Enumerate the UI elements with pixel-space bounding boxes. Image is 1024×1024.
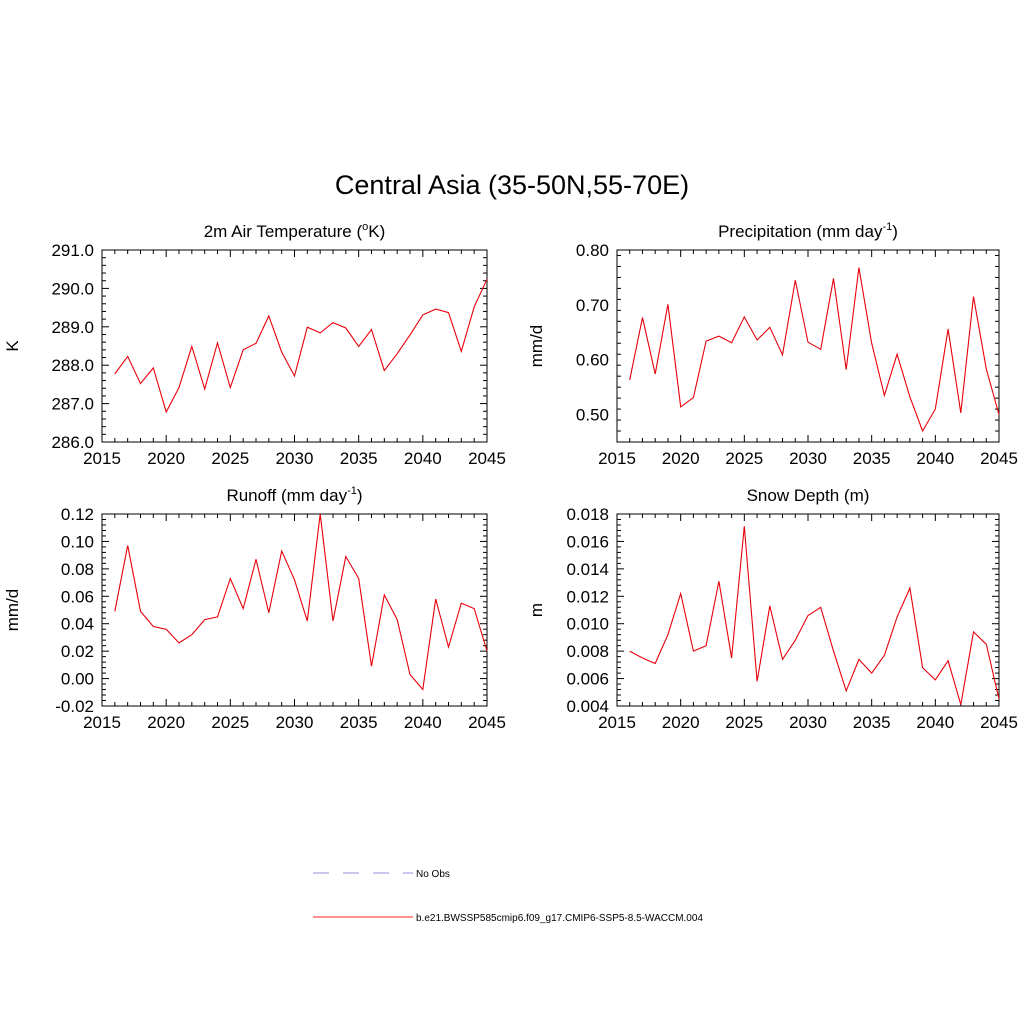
y-axis-label: K: [3, 340, 22, 352]
y-tick-label: 0.10: [61, 532, 94, 551]
plot-frame: [101, 249, 488, 443]
y-tick-label: 0.50: [576, 406, 609, 425]
x-tick-label: 2015: [598, 449, 636, 468]
x-tick-label: 2045: [468, 449, 506, 468]
panel-precipitation: 2015 2020 2025 2030 2035 2040 2045 0.50 0.60 0.70…: [527, 221, 1018, 468]
x-tick-label: 2020: [147, 713, 185, 732]
series-line: [114, 278, 488, 414]
y-tick-label: 0.60: [576, 351, 609, 370]
x-tick-label: 2035: [853, 449, 891, 468]
x-tick-label: 2025: [211, 449, 249, 468]
x-tick-label: 2040: [916, 449, 954, 468]
x-tick-label: 2015: [83, 449, 121, 468]
panel-title-superscript: -1: [347, 485, 357, 497]
y-tick-label: 0.018: [566, 505, 609, 524]
x-tick-label: 2040: [916, 713, 954, 732]
x-tick-label: 2020: [147, 449, 185, 468]
x-tick-label: 2015: [598, 713, 636, 732]
x-tick-label: 2030: [789, 713, 827, 732]
x-tick-label: 2045: [980, 449, 1018, 468]
panel-title-superscript: o: [362, 221, 368, 233]
x-tick-label: 2025: [725, 713, 763, 732]
y-axis-label: mm/d: [3, 589, 22, 632]
panel-title: 2m Air Temperature (oK): [204, 221, 386, 241]
panel-title-end: ): [357, 486, 363, 505]
y-tick-label: 287.0: [51, 395, 94, 414]
panel-title-end: ): [892, 222, 898, 241]
y-tick-label: 286.0: [51, 433, 94, 452]
series-line: [629, 526, 1000, 705]
y-tick-label: 0.006: [566, 670, 609, 689]
panel-title-main: Precipitation (mm day: [718, 222, 883, 241]
y-tick-label: 289.0: [51, 318, 94, 337]
panel-runoff: 2015 2020 2025 2030 2035 2040 2045 -0.02 0.00 0.0…: [3, 485, 506, 732]
y-tick-label: 0.04: [61, 615, 94, 634]
y-tick-label: 0.12: [61, 505, 94, 524]
x-tick-label: 2020: [662, 449, 700, 468]
legend-label-no-obs: No Obs: [416, 869, 450, 880]
x-tick-label: 2020: [662, 713, 700, 732]
x-tick-label: 2030: [789, 449, 827, 468]
panel-title: Snow Depth (m): [747, 486, 870, 505]
x-tick-label: 2015: [83, 713, 121, 732]
series-line: [114, 513, 488, 691]
y-tick-label: 0.02: [61, 642, 94, 661]
series-line: [629, 267, 1000, 433]
y-tick-label: 0.06: [61, 587, 94, 606]
x-tick-label: 2025: [725, 449, 763, 468]
y-tick-label: 0.00: [61, 670, 94, 689]
y-tick-label: 291.0: [51, 241, 94, 260]
x-tick-label: 2040: [404, 449, 442, 468]
x-tick-label: 2025: [211, 713, 249, 732]
panel-snow-depth: 2015 2020 2025 2030 2035 2040 2045 0.004 0.006 0.…: [527, 486, 1018, 732]
panel-title: Precipitation (mm day-1): [718, 221, 898, 241]
x-tick-label: 2035: [340, 449, 378, 468]
panel-air-temperature: 2015 2020 2025 2030 2035 2040 2045 286.0 287.0 28…: [3, 221, 506, 468]
y-tick-label: 0.80: [576, 241, 609, 260]
panel-title-end: K): [368, 222, 385, 241]
y-tick-label: 0.012: [566, 587, 609, 606]
y-tick-label: -0.02: [55, 697, 94, 716]
figure-title: Central Asia (35-50N,55-70E): [334, 170, 690, 200]
legend-label-model-run: b.e21.BWSSP585cmip6.f09_g17.CMIP6-SSP5-8…: [416, 913, 703, 924]
y-tick-label: 288.0: [51, 356, 94, 375]
panel-title-main: Snow Depth (m): [747, 486, 870, 505]
x-tick-label: 2030: [276, 713, 314, 732]
x-tick-label: 2035: [853, 713, 891, 732]
y-tick-label: 0.08: [61, 560, 94, 579]
y-tick-label: 0.008: [566, 642, 609, 661]
x-tick-label: 2045: [980, 713, 1018, 732]
x-tick-label: 2045: [468, 713, 506, 732]
plot-frame: [101, 513, 488, 707]
y-tick-label: 0.016: [566, 532, 609, 551]
y-tick-label: 290.0: [51, 279, 94, 298]
panel-title-main: Runoff (mm day: [226, 486, 347, 505]
y-tick-label: 0.014: [566, 560, 609, 579]
legend: No Obs b.e21.BWSSP585cmip6.f09_g17.CMIP6…: [313, 869, 703, 924]
y-tick-label: 0.004: [566, 697, 609, 716]
y-tick-label: 0.010: [566, 615, 609, 634]
x-tick-label: 2035: [340, 713, 378, 732]
y-axis-label: m: [527, 603, 546, 617]
plot-frame: [616, 249, 1000, 443]
panel-title-main: 2m Air Temperature (: [204, 222, 363, 241]
plot-frame: [616, 513, 1000, 707]
x-tick-label: 2030: [276, 449, 314, 468]
y-tick-label: 0.70: [576, 296, 609, 315]
y-axis-label: mm/d: [527, 325, 546, 368]
panel-title: Runoff (mm day-1): [226, 485, 362, 505]
x-tick-label: 2040: [404, 713, 442, 732]
panel-title-superscript: -1: [882, 221, 892, 233]
